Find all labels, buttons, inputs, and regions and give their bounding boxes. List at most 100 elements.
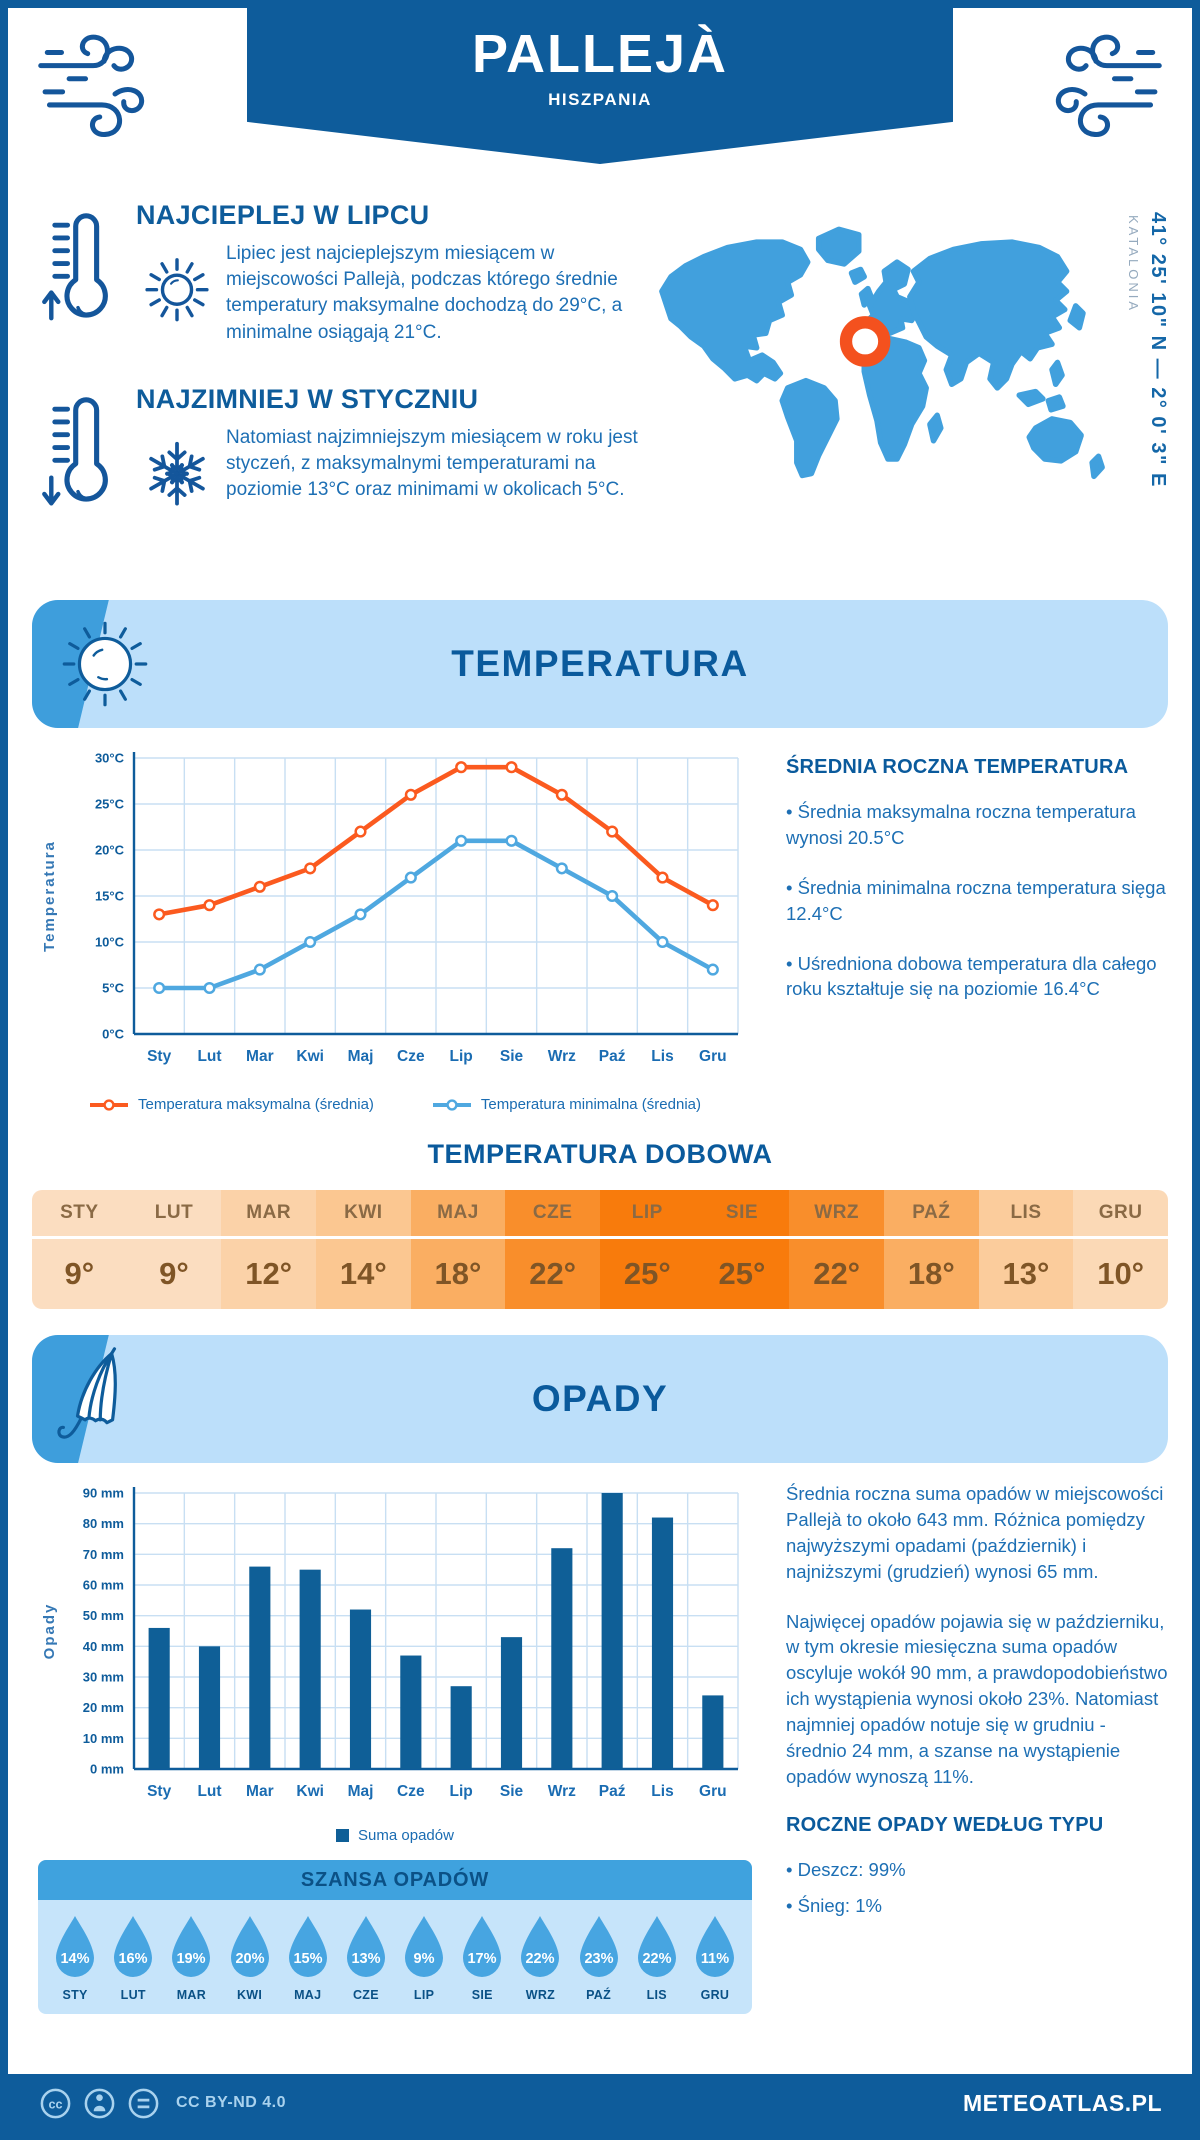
precip-chance-drop: 22% LIS [628,1914,686,2002]
daily-month-cell: WRZ [789,1190,884,1236]
svg-text:30°C: 30°C [95,751,125,766]
svg-text:Sty: Sty [147,1048,172,1065]
daily-month-cell: GRU [1073,1190,1168,1236]
precipitation-chance-panel: SZANSA OPADÓW 14% STY 16% LUT 19% MAR 20% KWI 15… [38,1860,752,2014]
header: PALLEJÀ HISZPANIA [8,8,1192,170]
sun-icon [145,258,209,322]
legend-item-min: Temperatura minimalna (średnia) [432,1096,701,1113]
daily-month-cell: STY [32,1190,127,1236]
location-block: KATALONIA 41° 25' 10" N — 2° 0' 3" E [640,184,1182,586]
daily-value-cell: 22° [789,1239,884,1309]
svg-text:Cze: Cze [397,1048,425,1065]
legend-label: Temperatura maksymalna (średnia) [137,1096,374,1113]
svg-text:Lip: Lip [450,1783,473,1800]
precip-chance-drop: 15% MAJ [279,1914,337,2002]
drop-month-label: STY [62,1988,88,2002]
svg-text:13%: 13% [351,1951,380,1967]
svg-text:Lut: Lut [197,1783,221,1800]
svg-text:10 mm: 10 mm [83,1731,124,1746]
precipitation-section: 0 mm 10 mm 20 mm 30 mm 40 mm 50 mm 60 mm 70 mm 8… [8,1463,1192,2014]
droplet-icon: 13% [346,1916,385,1977]
svg-text:15%: 15% [293,1951,322,1967]
drop-month-label: MAJ [294,1988,322,2002]
svg-text:40 mm: 40 mm [83,1639,124,1654]
svg-text:Sty: Sty [147,1783,172,1800]
svg-text:20 mm: 20 mm [83,1700,124,1715]
temperature-section: 0°C 5°C 10°C 15°C 20°C 25°C 30°C Sty Lut Mar Kwi Ma… [8,728,1192,1114]
svg-text:Maj: Maj [348,1048,374,1065]
site-name: METEOATLAS.PL [962,2089,1162,2116]
precipitation-legend: Suma opadów [38,1827,752,1844]
max-line-swatch [89,1098,128,1111]
droplet-icon: 17% [463,1916,502,1977]
precip-type-title: ROCZNE OPADY WEDŁUG TYPU [786,1813,1104,1836]
droplet-icon: 23% [579,1916,618,1977]
highlights: NAJCIEPLEJ W LIPCU [42,184,640,586]
svg-text:Opady: Opady [41,1603,58,1660]
droplet-icon: 20% [230,1916,269,1977]
daily-temperature-table: STY LUT MAR KWI MAJ CZE LIP SIE WRZ PAŹ LIS GRU 9° 9… [32,1190,1168,1309]
temperature-summary: ŚREDNIA ROCZNA TEMPERATURA • Średnia mak… [752,742,1168,1113]
svg-text:Wrz: Wrz [548,1783,576,1800]
svg-text:Temperatura: Temperatura [41,840,58,952]
precipitation-bar-chart: 0 mm 10 mm 20 mm 30 mm 40 mm 50 mm 60 mm 70 mm 8… [41,1486,739,1800]
droplet-icon: 11% [695,1916,734,1977]
daily-month-cell: MAR [221,1190,316,1236]
drop-month-label: CZE [352,1988,379,2002]
coordinates-text: 41° 25' 10" N — 2° 0' 3" E [1147,212,1169,488]
svg-text:16%: 16% [119,1951,148,1967]
sun-badge-icon [62,621,148,707]
svg-text:Mar: Mar [246,1783,274,1800]
license-icons: cc [38,2086,161,2121]
precip-chance-drop: 9% LIP [395,1914,453,2002]
precip-chance-drop: 11% GRU [686,1914,744,2002]
drop-month-label: PAŹ [586,1988,612,2002]
precip-chance-drop: 23% PAŹ [570,1914,628,2002]
precipitation-banner-title: OPADY [531,1378,669,1419]
daily-month-cell: LIP [599,1190,695,1236]
daily-value-cell: 22° [505,1239,600,1309]
droplet-icon: 19% [172,1916,211,1977]
precipitation-paragraph: Najwięcej opadów pojawia się w październ… [786,1610,1168,1787]
svg-text:0°C: 0°C [102,1027,124,1042]
svg-text:cc: cc [48,2097,62,2111]
legend-item-sum: Suma opadów [336,1827,454,1844]
svg-text:Mar: Mar [246,1048,274,1065]
droplet-icon: 22% [521,1916,560,1977]
svg-text:Maj: Maj [348,1783,374,1800]
legend-item-max: Temperatura maksymalna (średnia) [89,1096,374,1113]
svg-text:60 mm: 60 mm [83,1578,124,1593]
drop-month-label: WRZ [525,1988,556,2002]
svg-text:11%: 11% [701,1951,729,1967]
svg-text:Cze: Cze [397,1783,425,1800]
svg-text:20%: 20% [235,1951,264,1967]
svg-text:30 mm: 30 mm [83,1670,124,1685]
precip-type-bullet: • Deszcz: 99% [786,1858,906,1880]
svg-text:Kwi: Kwi [296,1048,324,1065]
drop-month-label: GRU [700,1988,730,2002]
temperature-banner: TEMPERATURA [32,600,1168,728]
droplet-icon: 16% [114,1916,153,1977]
title-ribbon: PALLEJÀ HISZPANIA [247,8,953,164]
footer: cc CC BY-ND 4.0 METEOATLAS.PL [8,2074,1192,2132]
daily-value-cell: 13° [978,1239,1074,1309]
temperature-line-chart: 0°C 5°C 10°C 15°C 20°C 25°C 30°C Sty Lut Mar Kwi Ma… [41,751,739,1065]
droplet-icon: 14% [56,1916,95,1977]
daily-table-values-row: 9° 9° 12° 14° 18° 22° 25° 25° 22° 18° 13° 10° [32,1239,1168,1309]
daily-month-cell: KWI [315,1190,411,1236]
legend-label: Suma opadów [358,1827,454,1844]
daily-month-cell: CZE [505,1190,600,1236]
svg-text:22%: 22% [526,1951,555,1967]
svg-text:9%: 9% [414,1951,435,1967]
cc-icon: cc [40,2088,71,2118]
intro-section: NAJCIEPLEJ W LIPCU [8,170,1192,586]
daily-value-cell: 18° [410,1239,506,1309]
daily-temperature-title: TEMPERATURA DOBOWA [427,1139,773,1169]
highlight-title: NAJCIEPLEJ W LIPCU [136,200,430,230]
daily-value-cell: 14° [315,1239,411,1309]
daily-value-cell: 10° [1073,1239,1168,1309]
svg-text:Lis: Lis [651,1783,673,1800]
highlight-text: Natomiast najzimniejszym miesiącem w rok… [226,426,638,501]
drop-month-label: SIE [471,1988,493,2002]
svg-text:10°C: 10°C [95,935,125,950]
